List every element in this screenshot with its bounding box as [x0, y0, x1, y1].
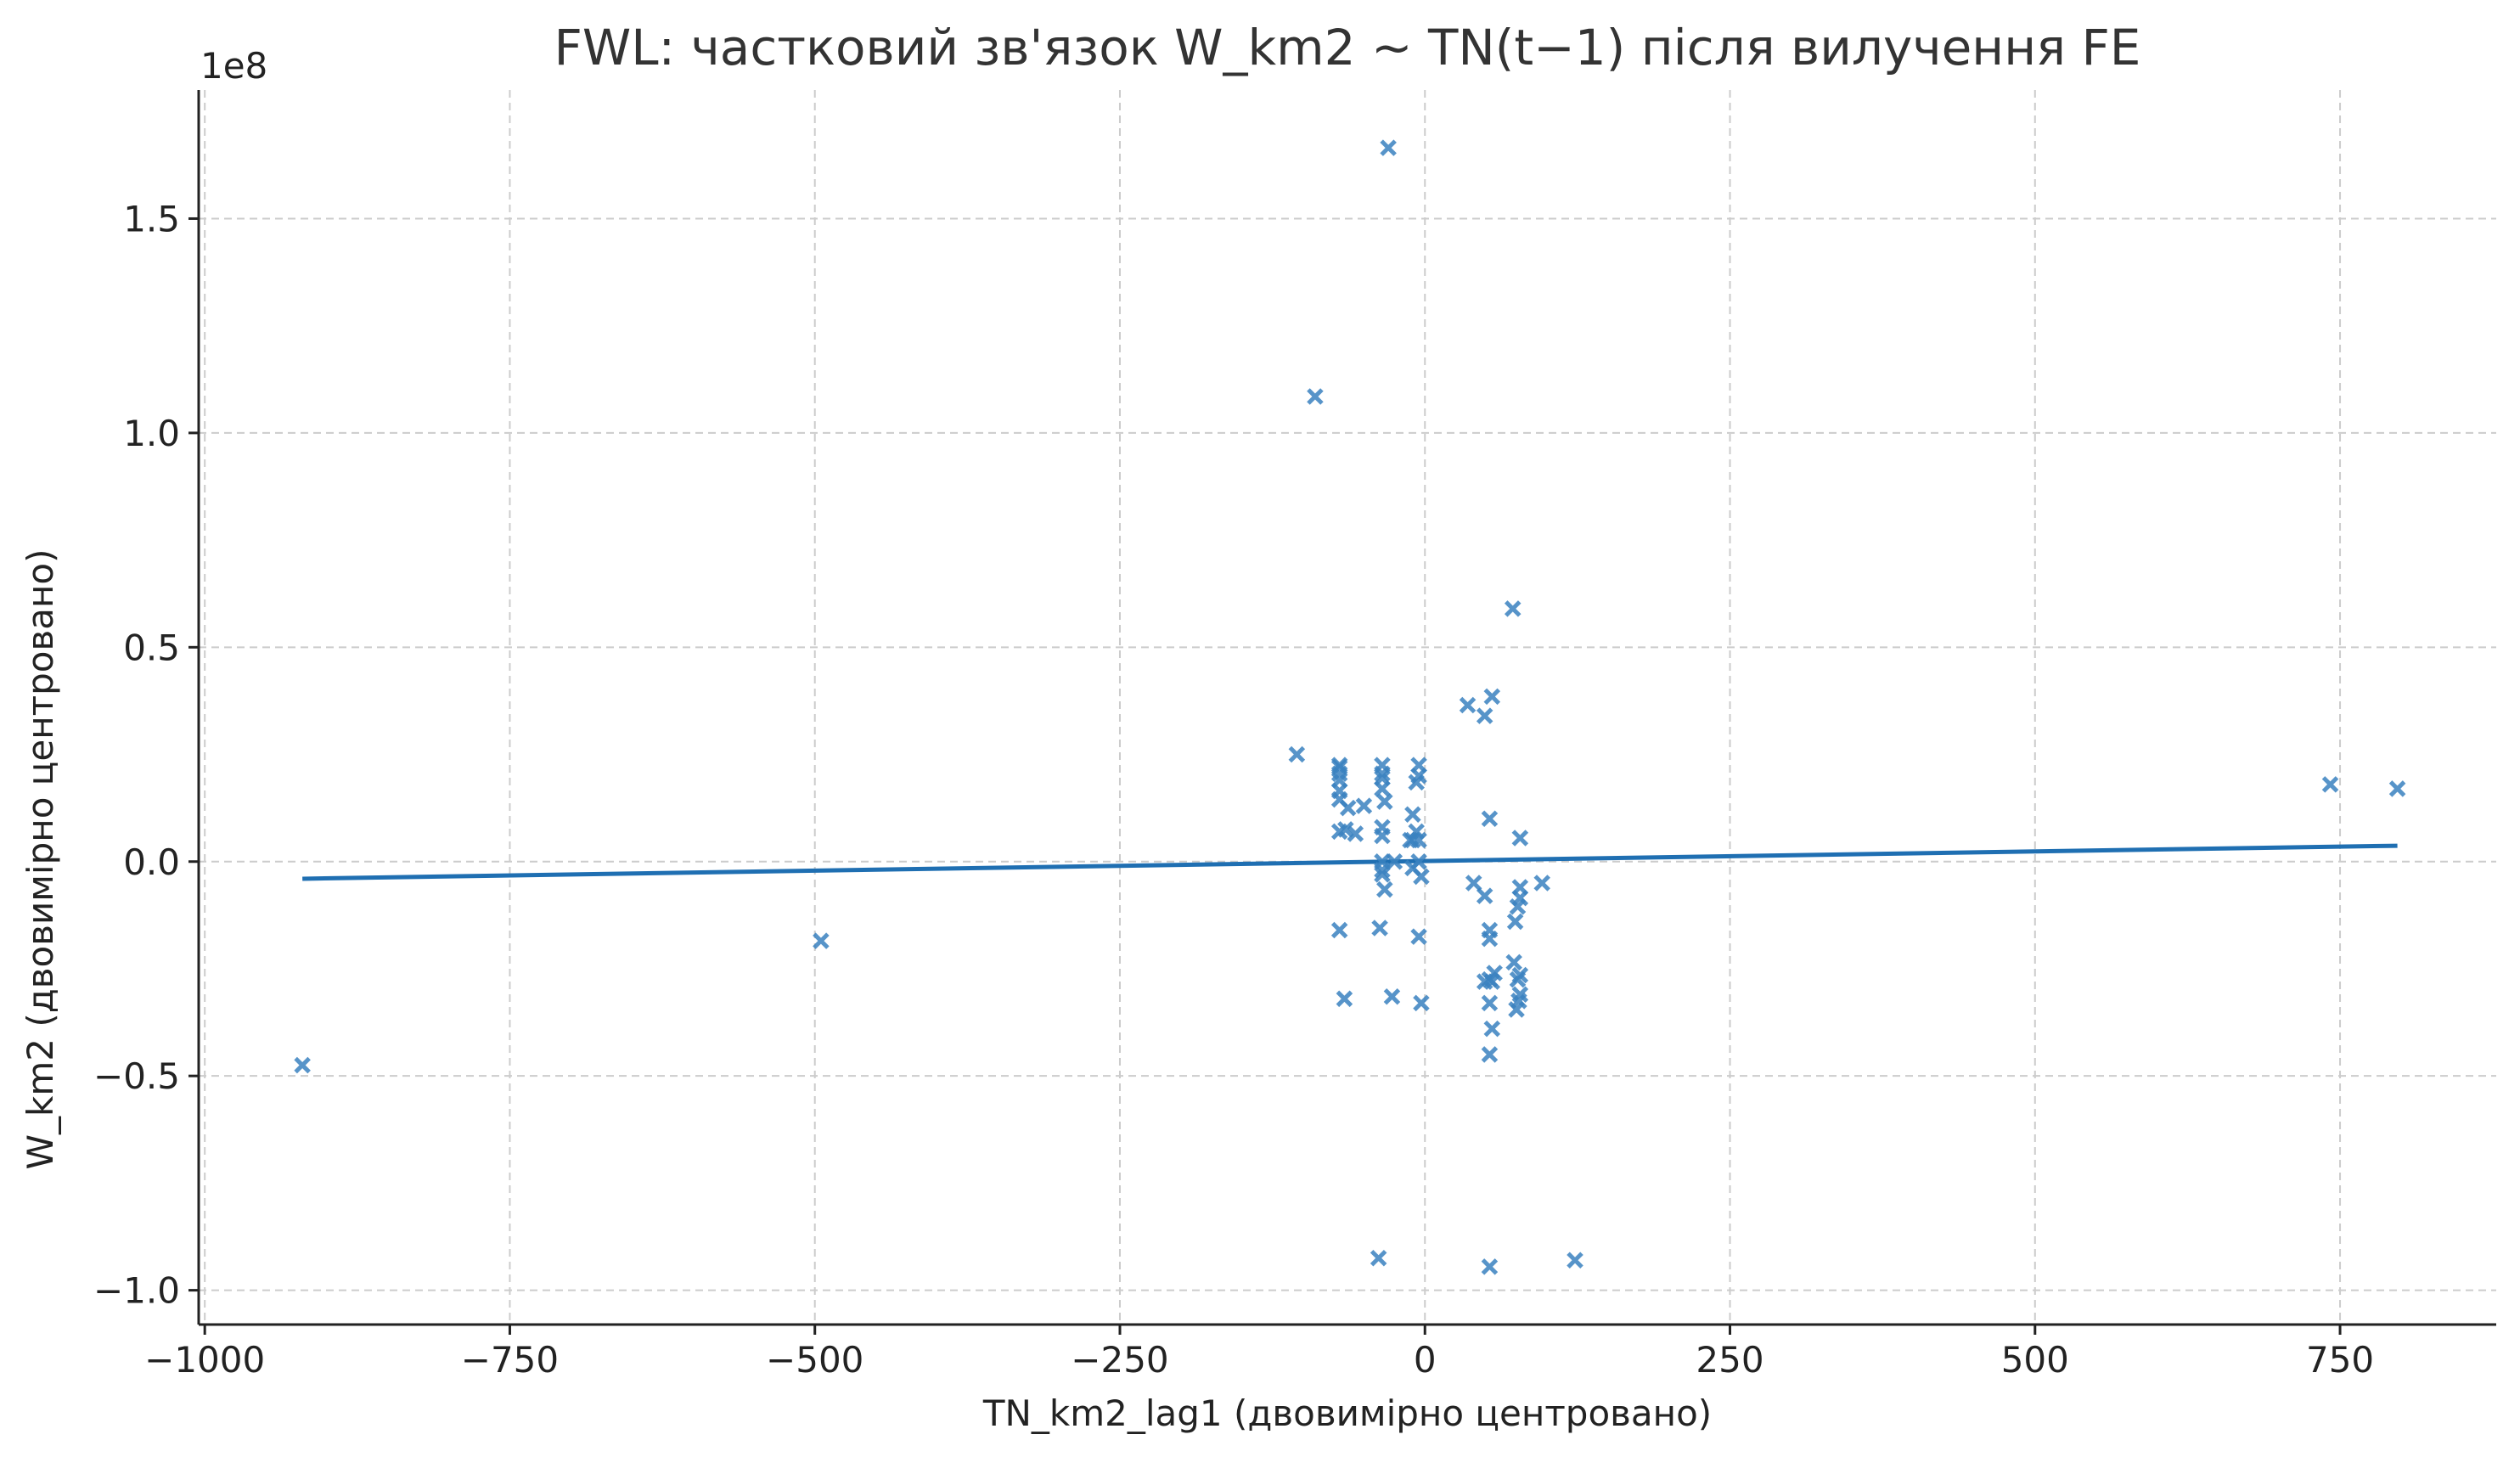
y-axis-label: W_km2 (двовимірно центровано): [20, 548, 61, 1169]
data-point: [1504, 600, 1522, 617]
data-point: [1476, 707, 1493, 724]
data-point: [1376, 793, 1393, 810]
data-point: [813, 932, 830, 949]
data-point: [1509, 897, 1527, 915]
data-point: [1413, 994, 1430, 1012]
y-tick-label: −0.5: [93, 1055, 180, 1097]
x-tick-label: 500: [2001, 1339, 2069, 1381]
data-point: [1476, 887, 1493, 904]
x-tick-label: −500: [766, 1339, 863, 1381]
y-tick-label: 1.0: [123, 413, 180, 454]
x-tick-label: −250: [1071, 1339, 1168, 1381]
data-point: [2321, 776, 2339, 793]
data-point: [1374, 866, 1391, 883]
data-point: [1355, 797, 1373, 814]
data-point: [1371, 920, 1388, 937]
data-point: [1481, 994, 1499, 1012]
data-point: [1509, 970, 1527, 988]
data-point: [1330, 921, 1348, 939]
data-point: [1339, 799, 1357, 817]
fit-line-layer: [302, 843, 2398, 881]
x-tick-label: −1000: [144, 1339, 265, 1381]
regression-line: [302, 843, 2398, 881]
data-point: [1404, 806, 1421, 823]
y-tick-label: 0.0: [123, 841, 180, 883]
data-point: [1410, 928, 1427, 945]
x-tick-label: 250: [1696, 1339, 1763, 1381]
data-point: [1511, 830, 1529, 847]
data-point: [294, 1056, 311, 1074]
data-point: [1465, 875, 1482, 892]
data-point: [1483, 688, 1501, 706]
data-point: [1481, 1046, 1499, 1063]
data-point: [1383, 988, 1401, 1005]
tick-marks: [188, 217, 2342, 1335]
data-point: [1567, 1252, 1583, 1269]
y-tick-label: −1.0: [93, 1270, 180, 1312]
data-point: [1288, 745, 1306, 763]
points-layer: [294, 139, 2406, 1275]
data-point: [1336, 990, 1353, 1008]
data-point: [1413, 868, 1430, 886]
data-point: [1370, 1249, 1387, 1267]
data-point: [1483, 1020, 1501, 1038]
y-tick-label: 1.5: [123, 198, 180, 239]
data-point: [1337, 821, 1354, 838]
data-point: [1481, 1258, 1499, 1275]
data-point: [1533, 875, 1550, 892]
data-point: [1483, 973, 1501, 990]
x-axis-label: TN_km2_lag1 (двовимірно центровано): [982, 1392, 1712, 1434]
data-point: [1374, 862, 1391, 879]
data-point: [1374, 780, 1391, 797]
data-point: [1505, 954, 1522, 971]
data-point: [1347, 825, 1364, 842]
data-point: [2388, 780, 2406, 797]
data-point: [1481, 810, 1499, 828]
chart-title: FWL: частковий зв'язок W_km2 ~ TN(t−1) п…: [554, 19, 2141, 76]
data-point: [1376, 880, 1393, 898]
data-point: [1402, 831, 1419, 849]
grid-lines: [199, 90, 2496, 1325]
data-point: [1459, 696, 1477, 714]
y-tick-label: 0.5: [123, 627, 180, 668]
data-point: [1307, 388, 1324, 405]
y-axis-multiplier: 1e8: [200, 45, 267, 87]
data-point: [1481, 930, 1499, 948]
data-point: [1374, 827, 1391, 845]
data-point: [1386, 852, 1403, 870]
data-point: [1508, 1001, 1525, 1018]
data-point: [1374, 765, 1391, 783]
x-tick-label: 750: [2306, 1339, 2374, 1381]
x-tick-label: −750: [461, 1339, 559, 1381]
data-point: [1380, 139, 1397, 156]
axes: [197, 90, 2496, 1326]
x-tick-label: 0: [1414, 1339, 1437, 1381]
data-point: [1408, 774, 1425, 791]
data-point: [1506, 913, 1524, 931]
